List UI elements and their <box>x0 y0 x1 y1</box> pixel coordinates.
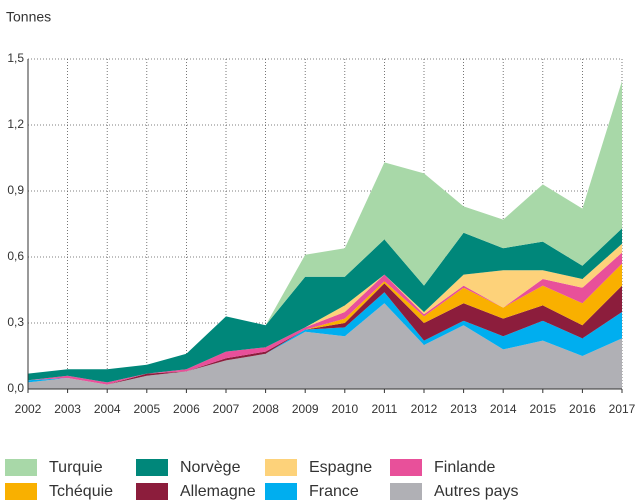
legend-label: Finlande <box>434 459 495 476</box>
x-tick-label: 2002 <box>15 402 42 416</box>
y-tick-label: 0,9 <box>7 183 24 197</box>
y-tick-label: 1,2 <box>7 117 24 131</box>
x-tick-label: 2012 <box>411 402 438 416</box>
x-tick-label: 2016 <box>569 402 596 416</box>
x-tick-label: 2004 <box>94 402 121 416</box>
y-tick-label: 0,0 <box>7 381 24 395</box>
legend-swatch <box>5 459 37 476</box>
x-tick-label: 2005 <box>133 402 160 416</box>
y-tick-label: 0,6 <box>7 249 24 263</box>
legend-swatch <box>265 483 297 500</box>
x-tick-label: 2009 <box>292 402 319 416</box>
x-tick-label: 2011 <box>371 402 397 416</box>
x-tick-label: 2015 <box>529 402 556 416</box>
legend-label: Autres pays <box>434 483 518 500</box>
x-tick-label: 2006 <box>173 402 200 416</box>
x-tick-label: 2017 <box>609 402 636 416</box>
x-tick-label: 2010 <box>331 402 358 416</box>
legend-swatch <box>265 459 297 476</box>
legend-swatch <box>5 483 37 500</box>
legend-label: Turquie <box>49 459 103 476</box>
legend-label: France <box>309 483 359 500</box>
y-tick-label: 1,5 <box>7 51 24 65</box>
x-tick-label: 2014 <box>490 402 517 416</box>
x-tick-label: 2013 <box>450 402 477 416</box>
legend-label: Allemagne <box>180 483 256 500</box>
legend-label: Tchéquie <box>49 483 113 500</box>
x-tick-label: 2008 <box>252 402 279 416</box>
legend-swatch <box>136 483 168 500</box>
area <box>28 292 622 385</box>
area <box>28 81 622 374</box>
legend-swatch <box>390 483 422 500</box>
legend-label: Espagne <box>309 459 372 476</box>
legend-swatch <box>390 459 422 476</box>
y-tick-label: 0,3 <box>7 315 24 329</box>
y-axis-label: Tonnes <box>6 9 51 25</box>
area <box>28 243 622 383</box>
area <box>28 283 622 385</box>
area <box>28 228 622 383</box>
area <box>28 303 622 389</box>
x-tick-label: 2007 <box>213 402 240 416</box>
x-tick-label: 2003 <box>54 402 81 416</box>
legend-label: Norvège <box>180 459 241 476</box>
legend-swatch <box>136 459 168 476</box>
